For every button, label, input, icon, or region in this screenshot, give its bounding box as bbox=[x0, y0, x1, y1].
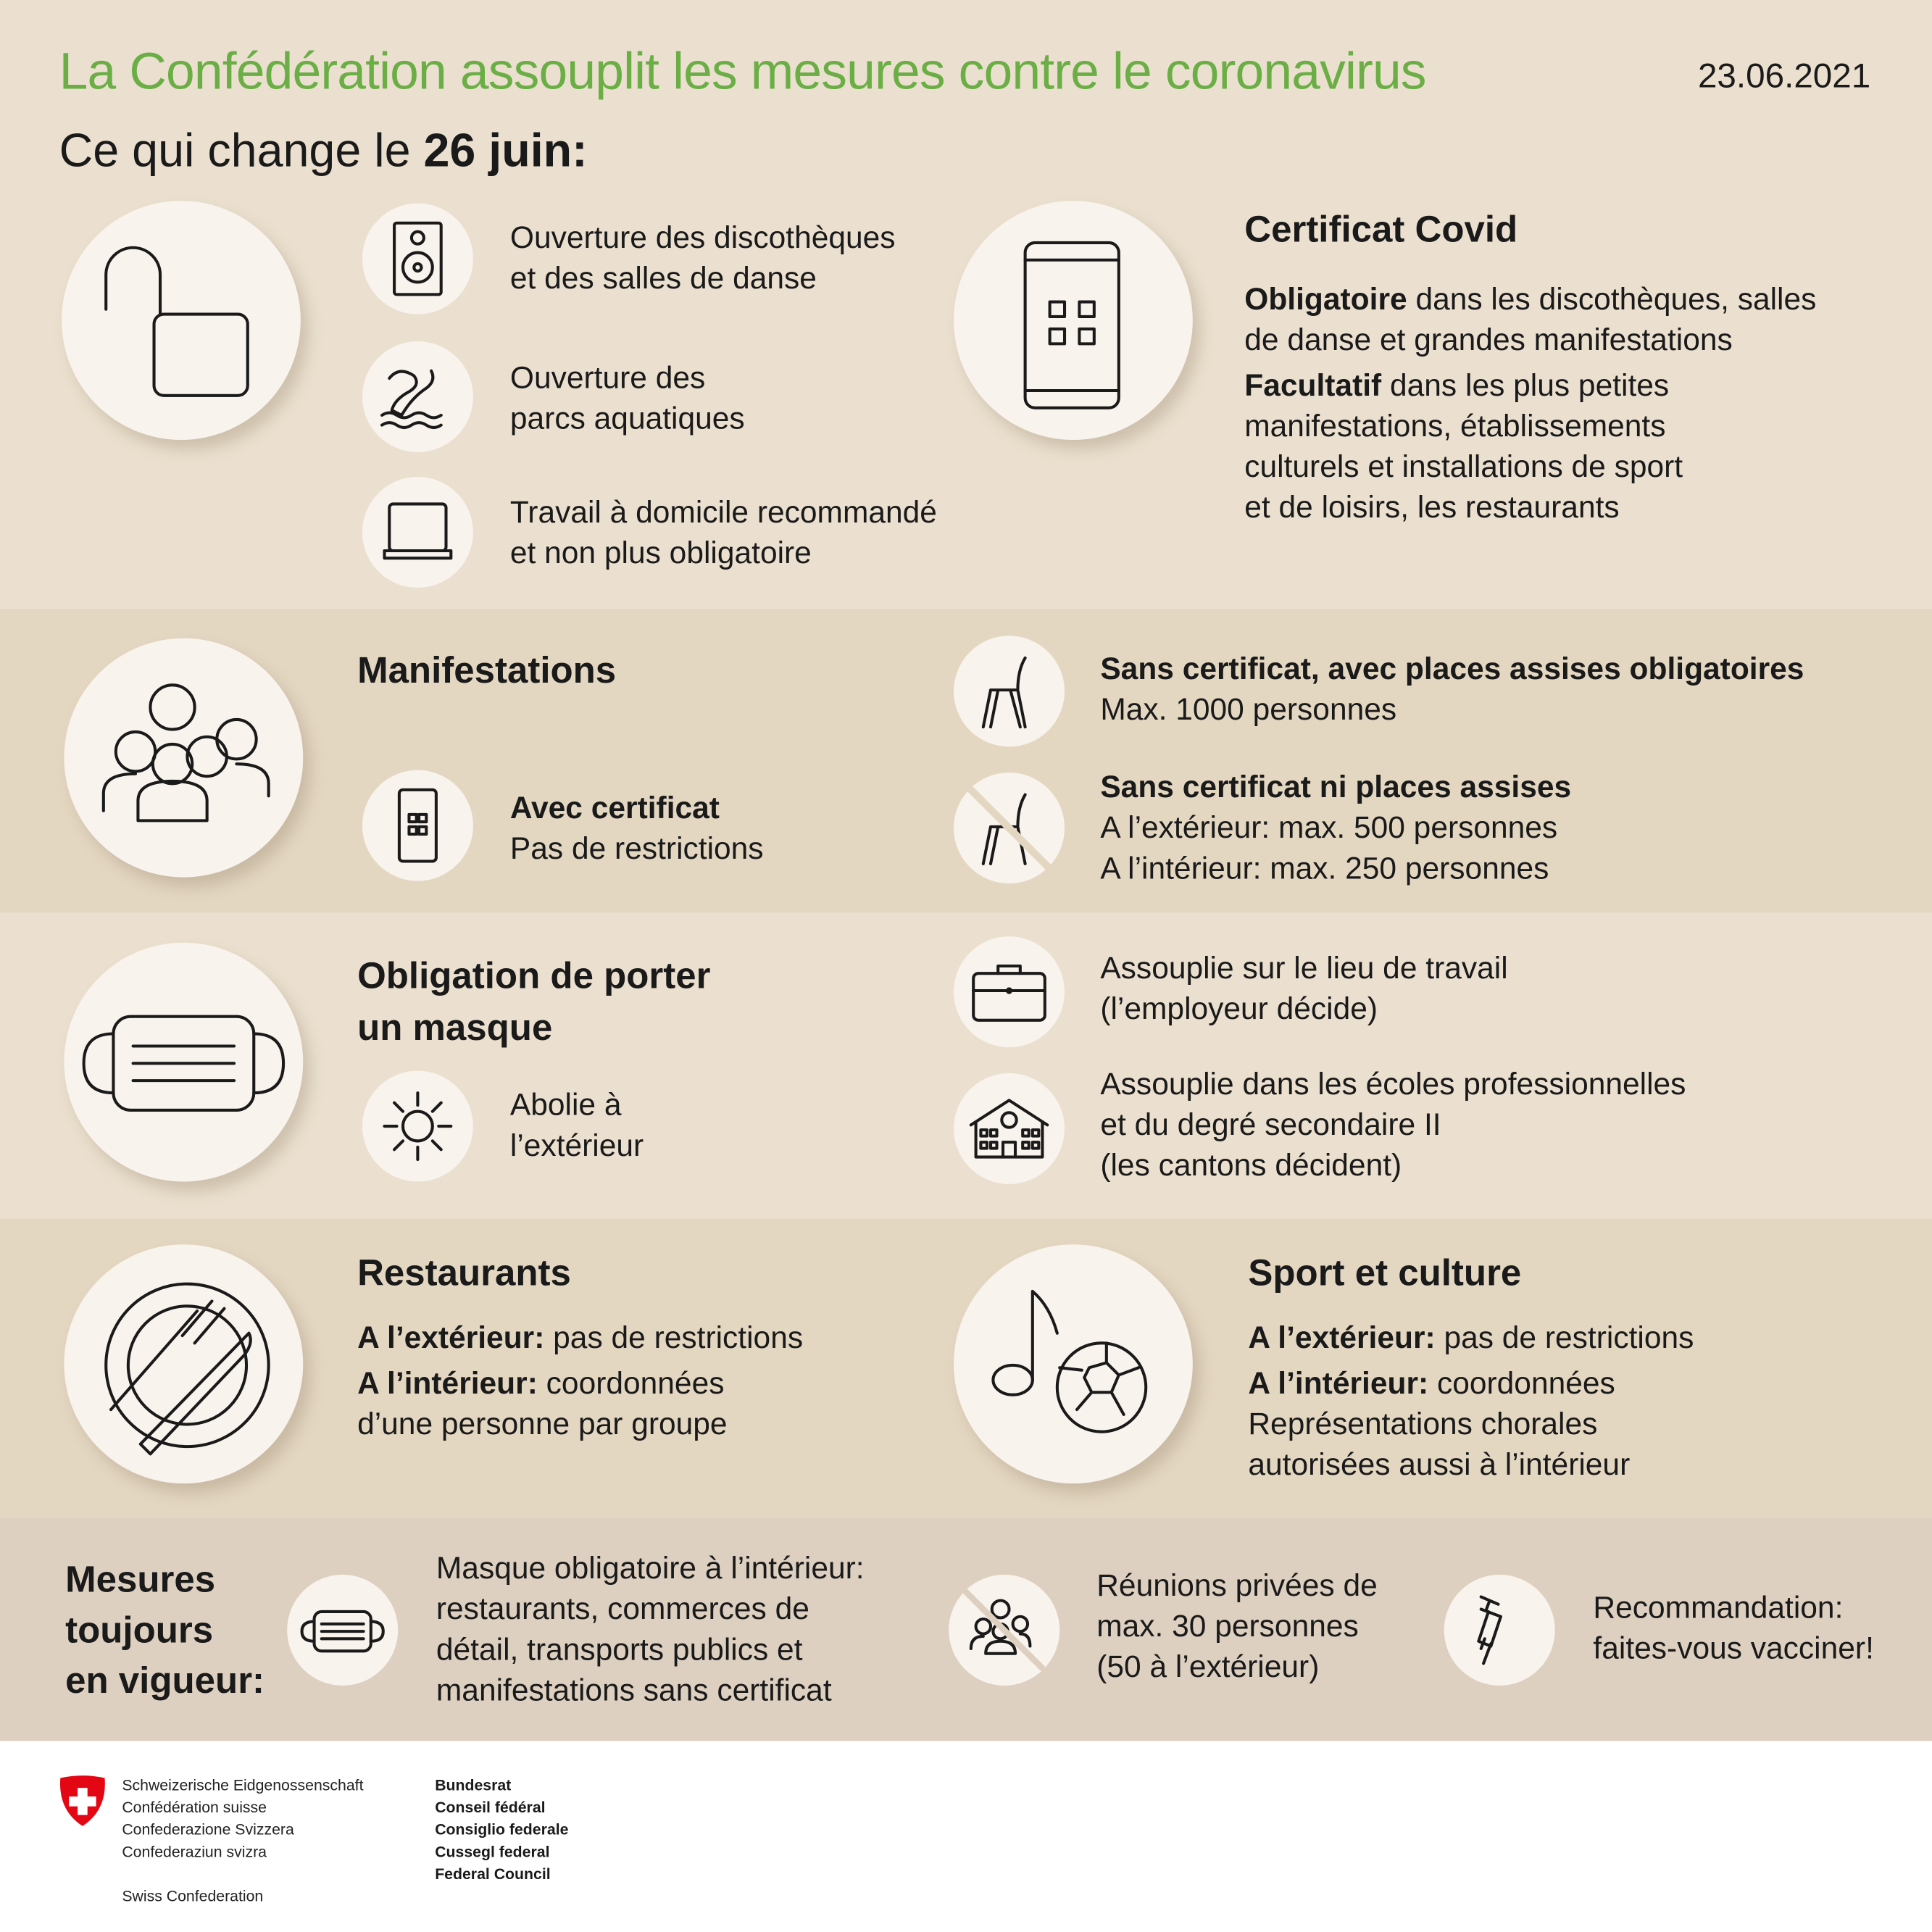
unseated-events: Sans certificat ni places assises A l’ext… bbox=[1100, 770, 1572, 886]
date: 23.06.2021 bbox=[1697, 57, 1871, 95]
change-home-office: Travail à domicile recommandé et non plus… bbox=[509, 495, 937, 571]
syringe-icon bbox=[1444, 1574, 1555, 1686]
music-football-icon bbox=[954, 1244, 1193, 1484]
mask-workplace: Assouplie sur le lieu de travail (l’emplo… bbox=[1100, 951, 1508, 1027]
school-icon bbox=[954, 1073, 1065, 1184]
manifestations-title: Manifestations bbox=[357, 650, 617, 691]
still-vaccine: Recommandation: faites-vous vacciner! bbox=[1593, 1591, 1874, 1666]
sport-text: A l’extérieur: pas de restrictions A l’i… bbox=[1248, 1320, 1694, 1483]
sport-title: Sport et culture bbox=[1248, 1253, 1522, 1294]
with-certificate: Avec certificat Pas de restrictions bbox=[509, 791, 764, 867]
speaker-icon bbox=[362, 203, 473, 315]
mask-schools: Assouplie dans les écoles professionnell… bbox=[1100, 1067, 1686, 1183]
mask-title: Obligation de porter un masque bbox=[357, 956, 711, 1049]
briefcase-icon bbox=[954, 936, 1065, 1048]
subtitle: Ce qui change le 26 juin: bbox=[59, 125, 588, 178]
laptop-icon bbox=[362, 477, 473, 588]
mask-icon bbox=[64, 942, 304, 1182]
certificat-text: Obligatoire dans les discothèques, salle… bbox=[1244, 282, 1817, 525]
phone-qr-icon bbox=[954, 201, 1193, 440]
swiss-coat-of-arms-logo bbox=[59, 1774, 107, 1834]
still-title: Mesures toujours en vigueur: bbox=[65, 1560, 265, 1702]
unlock-icon bbox=[62, 201, 301, 440]
still-mask: Masque obligatoire à l’intérieur: restaur… bbox=[436, 1551, 865, 1708]
change-aquaparks: Ouverture des parcs aquatiques bbox=[509, 361, 745, 436]
sun-icon bbox=[362, 1070, 473, 1182]
seated-events: Sans certificat, avec places assises obl… bbox=[1100, 651, 1804, 728]
chair-icon bbox=[954, 636, 1065, 747]
page-title: La Confédération assouplit les mesures c… bbox=[59, 41, 1427, 100]
no-crowd-icon bbox=[949, 1574, 1060, 1686]
plate-cutlery-icon bbox=[64, 1244, 304, 1484]
restaurants-title: Restaurants bbox=[357, 1253, 571, 1294]
mask-icon bbox=[287, 1574, 399, 1686]
no-chair-icon bbox=[954, 773, 1065, 884]
crowd-icon bbox=[64, 638, 304, 878]
water-slide-icon bbox=[362, 341, 473, 452]
change-discos: Ouverture des discothèques et des salles … bbox=[509, 220, 896, 296]
still-meetings: Réunions privées de max. 30 personnes (50 … bbox=[1096, 1568, 1378, 1685]
restaurants-text: A l’extérieur: pas de restrictions A l’i… bbox=[357, 1320, 804, 1442]
certificat-title: Certificat Covid bbox=[1244, 209, 1518, 251]
confederation-names: Schweizerische Eidgenossenschaft Confédér… bbox=[122, 1776, 364, 1905]
mask-outdoor: Abolie à l’extérieur bbox=[509, 1088, 644, 1164]
federal-council-names: Bundesrat Conseil fédéral Consiglio federa… bbox=[435, 1776, 569, 1883]
phone-qr-icon bbox=[362, 770, 473, 881]
